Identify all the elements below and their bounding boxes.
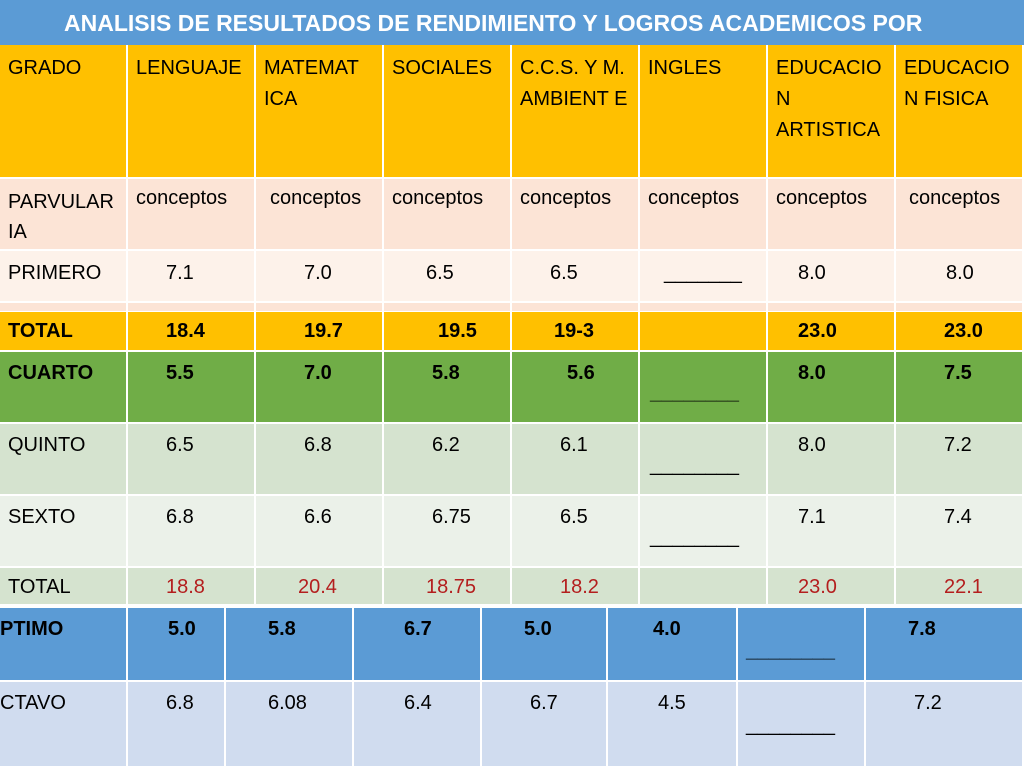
header-ccs: C.C.S. Y M. AMBIENT E bbox=[512, 45, 640, 179]
table-cell: 7.8 bbox=[866, 608, 1024, 682]
table-cell: 6.08 bbox=[226, 682, 354, 768]
table-cell: ________ bbox=[738, 608, 866, 682]
table-cell: 4.5 bbox=[608, 682, 738, 768]
grade-cell: TOTAL bbox=[0, 312, 128, 352]
table-cell: ________ bbox=[738, 682, 866, 768]
table-cell: conceptos bbox=[128, 179, 256, 251]
header-grado: GRADO bbox=[0, 45, 128, 179]
table-cell: conceptos bbox=[384, 179, 512, 251]
table-cell: 19-3 bbox=[512, 312, 640, 352]
grade-cell: QUINTO bbox=[0, 424, 128, 496]
total-row: TOTAL 18.4 19.7 19.5 19-3 23.0 23.0 bbox=[0, 312, 1024, 352]
table-row: PTIMO 5.0 5.8 6.7 5.0 4.0 ________ 7.8 bbox=[0, 608, 1024, 682]
header-row: GRADO LENGUAJE MATEMAT ICA SOCIALES C.C.… bbox=[0, 45, 1024, 179]
table-cell: 7.0 bbox=[256, 352, 384, 424]
table-cell: 5.6 bbox=[512, 352, 640, 424]
table-cell bbox=[640, 312, 768, 352]
results-table-bottom: PTIMO 5.0 5.8 6.7 5.0 4.0 ________ 7.8 C… bbox=[0, 608, 1024, 768]
table-cell: 5.8 bbox=[384, 352, 512, 424]
table-cell: 7.0 bbox=[256, 251, 384, 303]
table-cell: 8.0 bbox=[896, 251, 1024, 303]
table-cell: 18.2 bbox=[512, 568, 640, 606]
table-cell: 20.4 bbox=[256, 568, 384, 606]
table-cell: 7.2 bbox=[866, 682, 1024, 768]
table-cell: 19.7 bbox=[256, 312, 384, 352]
header-sociales: SOCIALES bbox=[384, 45, 512, 179]
table-cell: conceptos bbox=[640, 179, 768, 251]
table-cell: conceptos bbox=[896, 179, 1024, 251]
title-bar: ANALISIS DE RESULTADOS DE RENDIMIENTO Y … bbox=[0, 0, 1024, 45]
header-artistica: EDUCACIO N ARTISTICA bbox=[768, 45, 896, 179]
grade-cell: PARVULAR IA bbox=[0, 179, 128, 251]
header-fisica: EDUCACIO N FISICA bbox=[896, 45, 1024, 179]
table-cell: 6.75 bbox=[384, 496, 512, 568]
table-row: SEXTO 6.8 6.6 6.75 6.5 ________ 7.1 7.4 bbox=[0, 496, 1024, 568]
table-cell: conceptos bbox=[256, 179, 384, 251]
table-cell: 8.0 bbox=[768, 424, 896, 496]
table-cell: 6.7 bbox=[354, 608, 482, 682]
table-row: PARVULAR IA conceptos conceptos concepto… bbox=[0, 179, 1024, 251]
grade-cell: PTIMO bbox=[0, 608, 128, 682]
table-cell: _______ bbox=[640, 251, 768, 303]
table-cell: 5.0 bbox=[128, 608, 226, 682]
table-row: CTAVO 6.8 6.08 6.4 6.7 4.5 ________ 7.2 bbox=[0, 682, 1024, 768]
header-lenguaje: LENGUAJE bbox=[128, 45, 256, 179]
grade-cell: SEXTO bbox=[0, 496, 128, 568]
table-cell: 19.5 bbox=[384, 312, 512, 352]
table-cell: 6.2 bbox=[384, 424, 512, 496]
table-cell: 8.0 bbox=[768, 251, 896, 303]
table-cell: ________ bbox=[640, 424, 768, 496]
table-cell: 6.8 bbox=[128, 682, 226, 768]
table-cell: 7.4 bbox=[896, 496, 1024, 568]
table-cell: 6.5 bbox=[512, 496, 640, 568]
grade-cell: TOTAL bbox=[0, 568, 128, 606]
table-row: CUARTO 5.5 7.0 5.8 5.6 ________ 8.0 7.5 bbox=[0, 352, 1024, 424]
table-row: QUINTO 6.5 6.8 6.2 6.1 ________ 8.0 7.2 bbox=[0, 424, 1024, 496]
table-cell: 5.5 bbox=[128, 352, 256, 424]
table-cell: 6.8 bbox=[128, 496, 256, 568]
table-cell: 6.5 bbox=[384, 251, 512, 303]
table-cell: 7.1 bbox=[768, 496, 896, 568]
grade-cell: CUARTO bbox=[0, 352, 128, 424]
table-cell: conceptos bbox=[512, 179, 640, 251]
table-cell: 7.1 bbox=[128, 251, 256, 303]
table-cell: 6.5 bbox=[128, 424, 256, 496]
table-cell: 6.8 bbox=[256, 424, 384, 496]
page-title: ANALISIS DE RESULTADOS DE RENDIMIENTO Y … bbox=[64, 10, 923, 36]
table-cell: 23.0 bbox=[768, 568, 896, 606]
table-cell bbox=[640, 568, 768, 606]
table-cell: 23.0 bbox=[896, 312, 1024, 352]
table-cell: 18.75 bbox=[384, 568, 512, 606]
table-cell: 8.0 bbox=[768, 352, 896, 424]
table-cell: 22.1 bbox=[896, 568, 1024, 606]
header-matematica: MATEMAT ICA bbox=[256, 45, 384, 179]
table-cell: 18.4 bbox=[128, 312, 256, 352]
table-cell: 7.5 bbox=[896, 352, 1024, 424]
table-cell: ________ bbox=[640, 496, 768, 568]
header-ingles: INGLES bbox=[640, 45, 768, 179]
table-cell: 4.0 bbox=[608, 608, 738, 682]
table-row: PRIMERO 7.1 7.0 6.5 6.5 _______ 8.0 8.0 bbox=[0, 251, 1024, 303]
table-cell: conceptos bbox=[768, 179, 896, 251]
grade-cell: PRIMERO bbox=[0, 251, 128, 303]
table-cell: 6.5 bbox=[512, 251, 640, 303]
table-cell: 6.4 bbox=[354, 682, 482, 768]
results-table-middle: TOTAL 18.4 19.7 19.5 19-3 23.0 23.0 CUAR… bbox=[0, 312, 1024, 606]
table-cell: 6.7 bbox=[482, 682, 608, 768]
table-cell: ________ bbox=[640, 352, 768, 424]
grade-cell: CTAVO bbox=[0, 682, 128, 768]
table-cell: 6.1 bbox=[512, 424, 640, 496]
table-cell: 6.6 bbox=[256, 496, 384, 568]
table-cell: 5.0 bbox=[482, 608, 608, 682]
table-cell: 23.0 bbox=[768, 312, 896, 352]
table-cell: 5.8 bbox=[226, 608, 354, 682]
total-row: TOTAL 18.8 20.4 18.75 18.2 23.0 22.1 bbox=[0, 568, 1024, 606]
results-table-top: GRADO LENGUAJE MATEMAT ICA SOCIALES C.C.… bbox=[0, 45, 1024, 313]
table-cell: 18.8 bbox=[128, 568, 256, 606]
table-cell: 7.2 bbox=[896, 424, 1024, 496]
